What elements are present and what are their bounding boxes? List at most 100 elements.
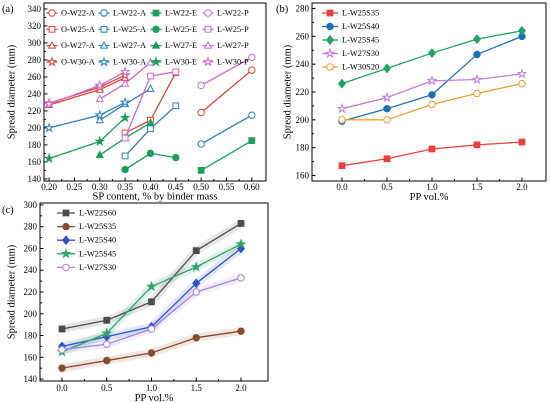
panel-a: (a) 140 160 180 200 220 240 260 280 300 320 340 0.20… (2, 2, 267, 203)
data-point-l-w25s40 (473, 50, 481, 59)
series-l-w27s30 (336, 68, 528, 114)
data-point-l-w27s30 (516, 68, 528, 79)
data-point-l-w25s45 (337, 78, 346, 89)
data-point-l-w27s30 (471, 73, 483, 85)
data-point-l-w30-p (43, 98, 55, 109)
legend-marker (152, 9, 160, 17)
legend-marker (99, 40, 109, 49)
data-point-l-w22s60 (103, 316, 111, 324)
x-tick-label: 0.35 (117, 182, 133, 192)
x-tick-label: 0.55 (219, 182, 235, 192)
legend-label: L-W22-A (113, 9, 146, 18)
plot-frame (43, 2, 267, 182)
x-tick-label: 2.0 (235, 383, 247, 393)
data-point-l-w22-a (248, 111, 256, 119)
legend-marker (48, 9, 56, 17)
y-axis-title: Spread diameter (mm) (7, 244, 18, 339)
legend-marker (62, 222, 70, 231)
legend-label: O-W22-A (61, 9, 95, 18)
legend-item-o-w27-a: O-W27-A (46, 40, 95, 50)
series-line-l-w30-e (48, 117, 126, 160)
legend-item-l-w25-p: L-W25-P (202, 25, 249, 34)
legend-marker (152, 25, 160, 33)
y-tick-label: 160 (24, 352, 38, 362)
legend-label: O-W30-A (61, 57, 95, 66)
legend-item-l-w25s45: L-W25S45 (322, 35, 379, 45)
series-l-w27s30 (58, 274, 245, 354)
legend-label: L-W25S35 (79, 222, 116, 231)
legend-item-l-w27s30: L-W27S30 (322, 47, 379, 59)
legend-label: L-W27-A (113, 41, 146, 50)
y-tick-label: 160 (296, 170, 310, 180)
y-tick-label: 160 (28, 157, 42, 167)
legend-label: L-W25S35 (342, 9, 379, 18)
data-point-l-w25s40 (192, 278, 201, 289)
data-point-l-w30s20 (517, 80, 527, 88)
y-tick-label: 200 (28, 123, 42, 133)
data-point-l-w25s45 (517, 25, 526, 36)
data-point-l-w25-p (121, 134, 129, 142)
legend-marker (47, 40, 57, 49)
data-point-l-w27s30 (426, 75, 438, 86)
data-point-l-w25s35 (147, 349, 156, 357)
legend-label: L-W30-E (165, 57, 197, 66)
data-point-l-w30-e (94, 135, 106, 147)
x-tick-label: 0.5 (381, 182, 393, 192)
data-point-l-w22-e (197, 166, 205, 174)
data-point-l-w25s35 (237, 327, 245, 335)
series-l-w25-p (121, 68, 180, 142)
legend-marker (326, 22, 334, 31)
data-point-l-w30-p (119, 66, 131, 77)
x-axis-title: SP content, % by binder mass (92, 192, 217, 203)
legend-label: L-W27-P (217, 41, 249, 50)
data-point-l-w25s40 (428, 91, 436, 99)
legend-label: L-W27S30 (79, 263, 116, 272)
series-l-w22s60 (58, 220, 245, 333)
y-tick-label: 300 (28, 38, 42, 48)
series-l-w30s20 (337, 80, 527, 124)
legend-label: L-W25S45 (79, 249, 116, 258)
legend-item-l-w30-p: L-W30-P (202, 56, 249, 67)
data-point-l-w25s40 (383, 104, 391, 113)
data-point-l-w27s30 (103, 340, 111, 348)
data-point-l-w25-e (172, 153, 180, 162)
data-point-l-w30s20 (337, 116, 347, 124)
data-point-l-w27-a (95, 115, 104, 124)
legend-label: L-W25S40 (79, 236, 116, 245)
data-point-l-w30-a (119, 96, 131, 108)
legend-item-l-w25s35: L-W25S35 (322, 9, 379, 18)
x-tick-label: 0.5 (101, 383, 113, 393)
legend-marker (100, 9, 108, 17)
x-tick-label: 0.60 (244, 182, 260, 192)
legend-item-l-w25s35: L-W25S35 (57, 222, 116, 231)
data-point-l-w22-e (248, 137, 256, 145)
y-tick-label: 140 (24, 374, 38, 384)
legend-label: L-W25-A (113, 25, 146, 34)
data-point-l-w27-p (120, 78, 130, 87)
data-point-l-w27s30 (336, 102, 348, 114)
series-line-o-w22-a (200, 69, 253, 114)
series-l-w25s45 (56, 238, 247, 357)
series-l-w25s35 (338, 138, 526, 170)
x-axis-title: PP vol.% (135, 393, 174, 403)
series-l-w22-e (197, 137, 256, 174)
data-point-l-w25-a (147, 125, 154, 133)
legend-item-l-w25s40: L-W25S40 (322, 22, 379, 31)
data-point-l-w30s20 (472, 89, 482, 97)
legend-marker (98, 56, 110, 67)
data-point-l-w25s45 (235, 238, 247, 249)
legend-marker (100, 25, 108, 33)
legend-label: L-W22-E (165, 9, 197, 18)
legend-marker (62, 209, 70, 217)
data-point-l-w22-a (197, 140, 205, 148)
data-point-l-w30-e (43, 152, 55, 164)
data-point-l-w25-p (147, 72, 154, 80)
data-point-l-w25s45 (382, 63, 391, 74)
data-point-l-w30s20 (382, 116, 392, 124)
data-point-l-w25s35 (428, 145, 436, 153)
x-tick-label: 0.20 (41, 182, 57, 192)
panel-c: (c) 140 160 180 200 220 240 260 280 300 0.0 0.5 1.0 1… (2, 200, 269, 403)
data-point-l-w25-a (172, 102, 180, 110)
y-tick-label: 300 (24, 200, 38, 210)
data-point-l-w22s60 (58, 325, 66, 333)
